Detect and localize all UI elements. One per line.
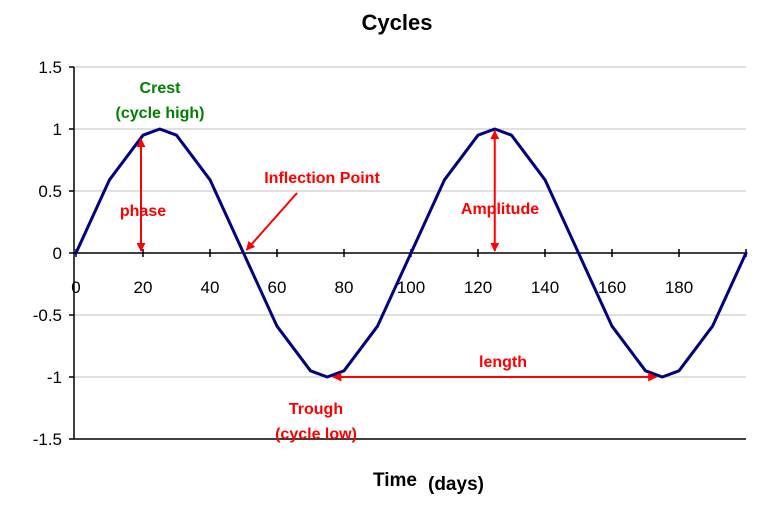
x-tick-label: 120: [464, 278, 492, 297]
x-tick-labels: 0 20 40 60 80 100 120 140 160 180: [71, 278, 693, 297]
amplitude-label: Amplitude: [461, 201, 539, 218]
inflection-label: Inflection Point: [264, 170, 380, 187]
trough-label: Trough: [289, 401, 343, 418]
x-tick-label: 180: [665, 278, 693, 297]
x-tick-label: 20: [134, 278, 153, 297]
axes: [69, 66, 747, 440]
chart-title: Cycles: [362, 10, 433, 35]
trough-sublabel: (cycle low): [275, 426, 357, 443]
x-tick-label: 40: [201, 278, 220, 297]
y-tick-label: 0: [53, 244, 62, 263]
y-tick-labels: -1.5 -1 -0.5 0 0.5 1 1.5: [33, 58, 62, 449]
y-tick-label: -1: [47, 368, 62, 387]
phase-label: phase: [120, 203, 166, 220]
length-label: length: [479, 354, 527, 371]
x-axis-label-time: Time: [373, 470, 417, 491]
x-tick-label: 0: [71, 278, 80, 297]
crest-label: Crest: [140, 80, 182, 97]
x-tick-label: 60: [268, 278, 287, 297]
x-tick-label: 100: [397, 278, 425, 297]
crest-sublabel: (cycle high): [116, 105, 205, 122]
y-tick-label: 0.5: [38, 182, 62, 201]
x-axis-label-unit: (days): [428, 474, 484, 495]
x-tick-label: 160: [598, 278, 626, 297]
y-tick-label: -0.5: [33, 306, 62, 325]
y-tick-label: 1.5: [38, 58, 62, 77]
y-tick-label: 1: [53, 120, 62, 139]
x-tick-label: 140: [531, 278, 559, 297]
y-tick-label: -1.5: [33, 430, 62, 449]
inflection-arrow: [245, 192, 298, 251]
x-tick-label: 80: [335, 278, 354, 297]
series-line-cycle: [74, 127, 748, 379]
